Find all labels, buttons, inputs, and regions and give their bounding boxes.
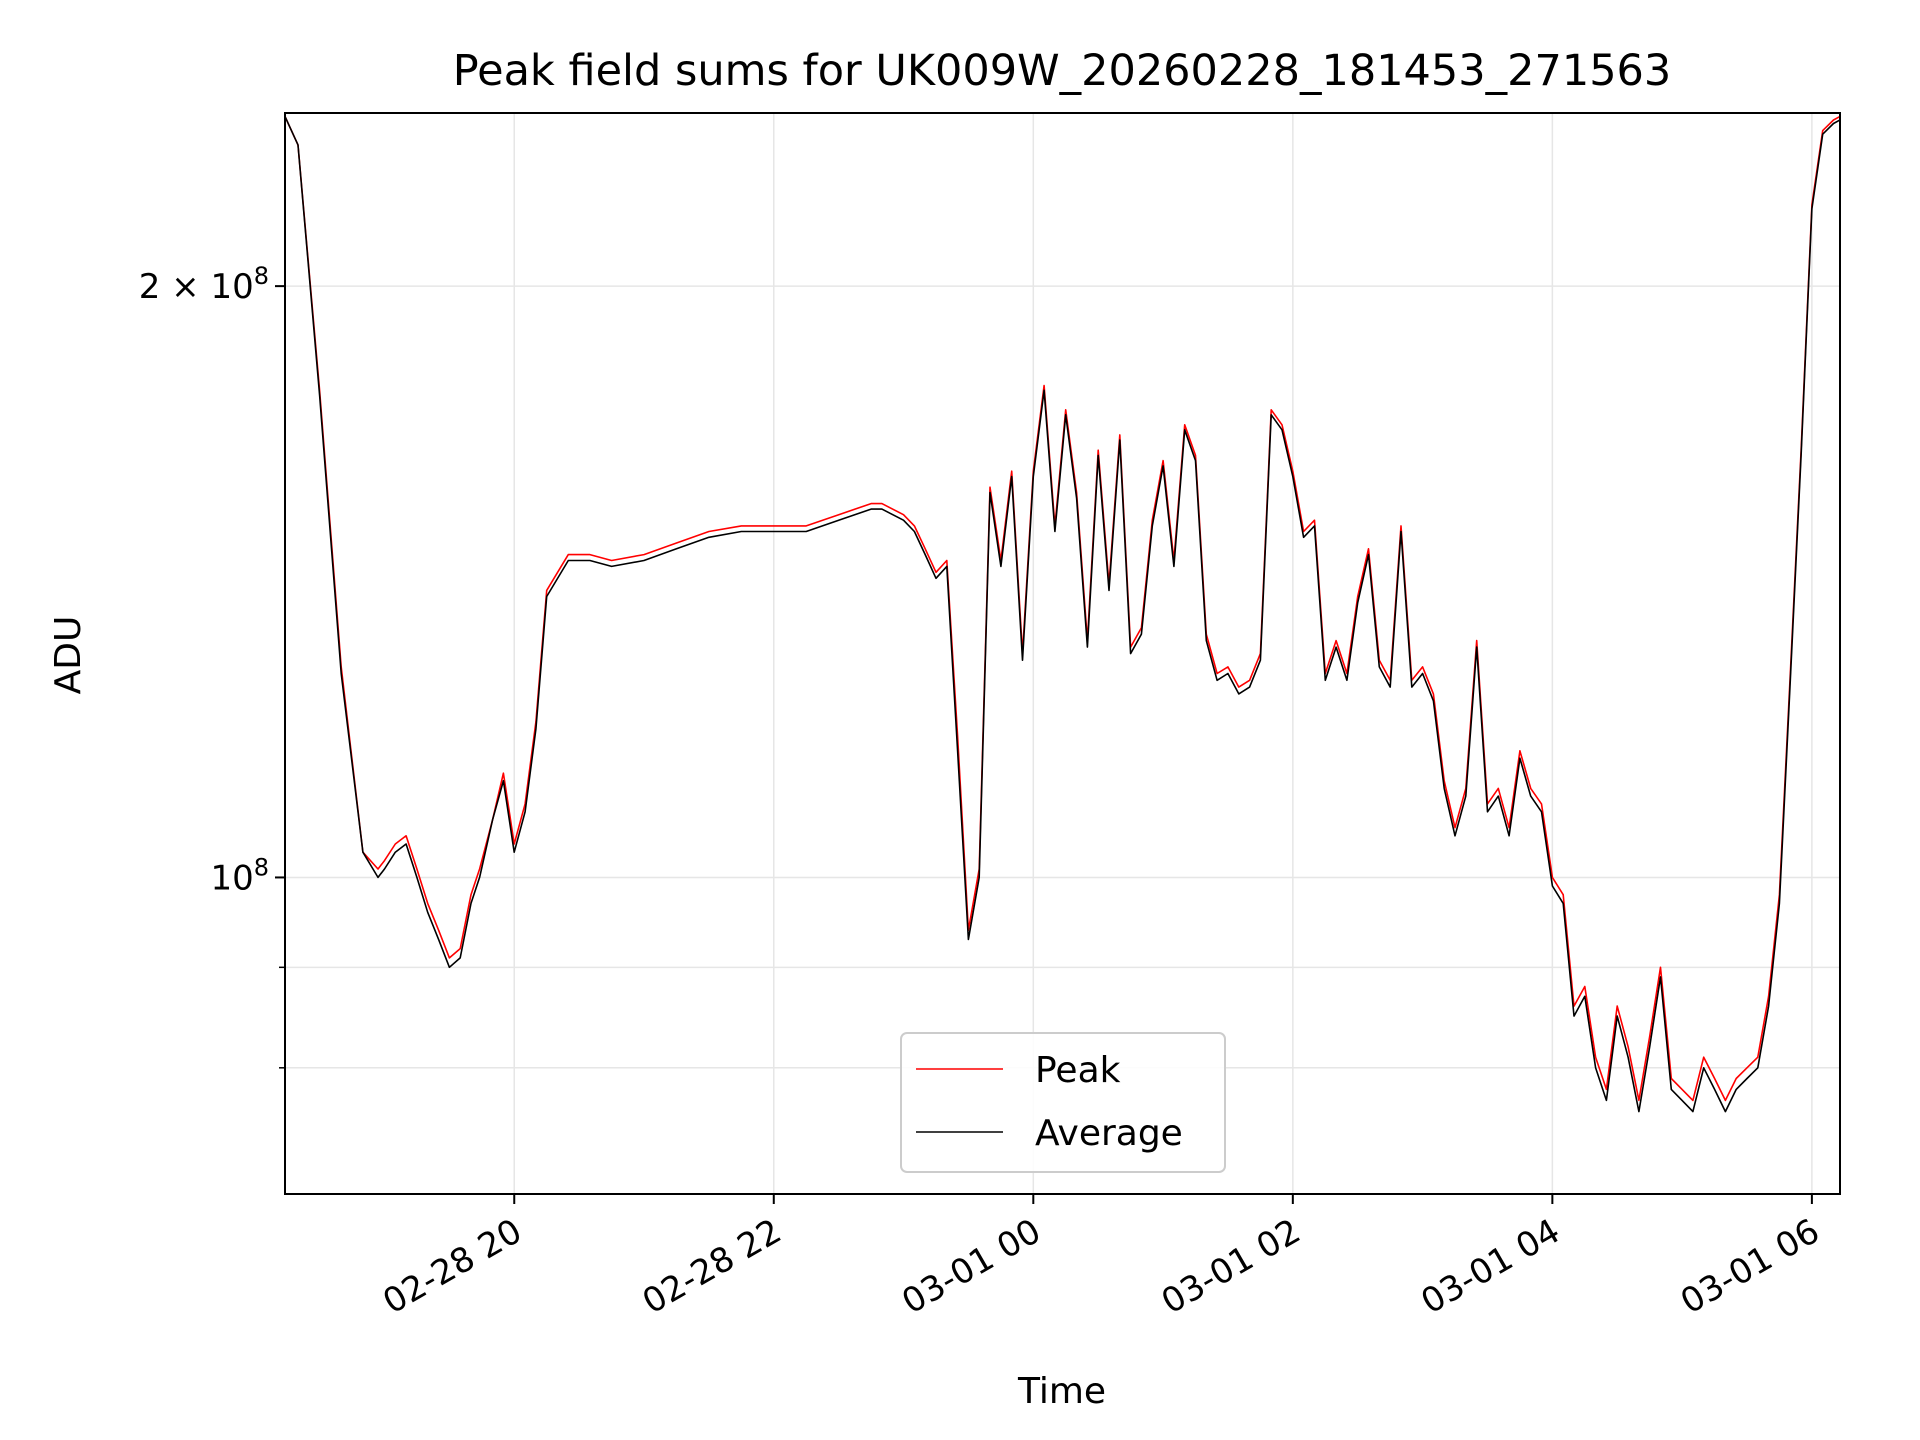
- y-tick-times: ×: [160, 267, 210, 307]
- y-tick-exponent: 8: [254, 262, 269, 290]
- x-axis-label: Time: [1017, 1371, 1106, 1412]
- y-tick-base: 10: [210, 858, 253, 898]
- y-tick-label: 108: [210, 853, 269, 898]
- legend: Peak Average: [900, 1032, 1226, 1173]
- series-layer: [285, 115, 1840, 1113]
- legend-peak-label: Peak: [1035, 1050, 1121, 1091]
- series-line-average: [285, 116, 1840, 1113]
- y-tick-label: 2 × 108: [139, 262, 269, 307]
- legend-average-label: Average: [1035, 1113, 1183, 1154]
- y-axis-label: ADU: [48, 616, 89, 695]
- y-tick-mantissa: 2: [139, 267, 161, 307]
- legend-box: [900, 1032, 1226, 1173]
- plot-frame: [284, 112, 1841, 1195]
- y-tick-base: 10: [210, 267, 253, 307]
- y-tick-exponent: 8: [254, 853, 269, 881]
- chart-title: Peak field sums for UK009W_20260228_1814…: [453, 46, 1672, 96]
